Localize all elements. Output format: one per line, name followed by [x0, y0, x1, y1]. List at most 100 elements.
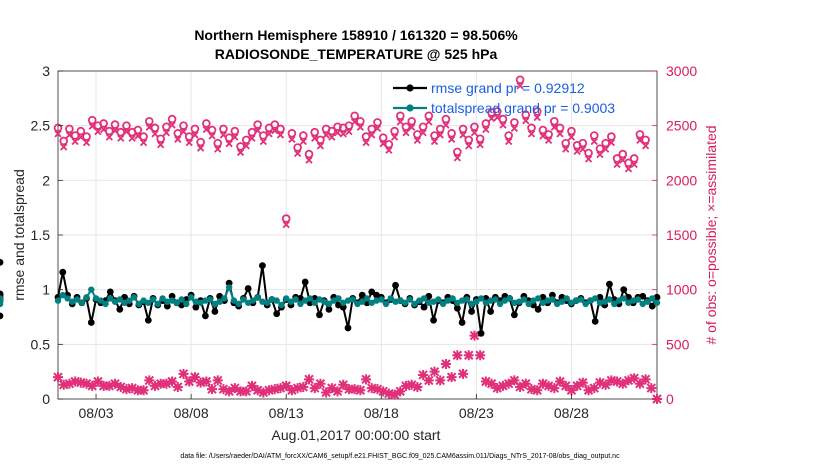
y-tick-label-right: 0: [666, 391, 674, 407]
obs_assimilated-point: [252, 385, 263, 396]
obs_possible-point: [470, 122, 479, 137]
obs_possible-point: [447, 129, 456, 143]
totalspread-point: [492, 296, 499, 303]
obs_assimilated-point: [452, 350, 463, 361]
x-tick-label: 08/03: [79, 405, 114, 421]
legend-spread-marker: [406, 104, 414, 112]
totalspread-point: [591, 295, 599, 302]
rmse-point: [648, 302, 656, 310]
obs_assimilated-point: [594, 377, 605, 388]
obs_assimilated-point: [383, 388, 394, 399]
obs_assimilated-point: [332, 386, 343, 397]
totalspread-point: [121, 299, 128, 306]
totalspread-point: [321, 298, 328, 305]
x-axis-label: Aug.01,2017 00:00:00 start: [272, 427, 441, 443]
rmse-point: [453, 304, 461, 312]
obs_possible-point: [367, 124, 377, 139]
obs_assimilated-point: [53, 372, 63, 383]
obs_possible-point: [356, 116, 365, 131]
obs_assimilated-point: [309, 383, 320, 394]
totalspread-point: [287, 298, 295, 305]
obs_assimilated-point: [321, 387, 332, 398]
obs_possible-point: [82, 132, 91, 147]
totalspread-point: [454, 299, 461, 306]
totalspread-point: [549, 296, 556, 303]
totalspread-point: [515, 298, 523, 305]
obs_possible-point: [601, 138, 610, 153]
y-tick-label-left: 3: [42, 63, 50, 79]
obs_possible-point: [521, 110, 531, 125]
obs_assimilated-point: [343, 384, 354, 395]
totalspread-point: [149, 296, 157, 303]
obs_assimilated-point: [286, 385, 297, 396]
obs_possible-point: [395, 111, 405, 126]
rmse-point: [59, 268, 67, 276]
obs_assimilated-point: [486, 378, 497, 389]
obs_possible-point: [247, 127, 257, 142]
obs_assimilated-point: [115, 381, 126, 392]
totalspread-point: [468, 300, 475, 308]
obs_possible-point: [510, 118, 519, 133]
obs_assimilated-point: [127, 383, 138, 394]
obs_assimilated-point: [138, 385, 149, 396]
totalspread-point: [525, 300, 532, 308]
obs_possible-point: [424, 111, 434, 126]
totalspread-point: [73, 296, 81, 303]
rmse-point: [116, 305, 124, 313]
totalspread-point: [263, 299, 271, 306]
y-tick-label-left: 0.5: [31, 336, 51, 352]
obs_possible-point: [105, 126, 114, 141]
obs_possible-point: [390, 126, 399, 141]
obs_possible-point: [304, 149, 314, 164]
totalspread-point: [444, 297, 452, 304]
data-marks: [0, 75, 662, 404]
chart-subtitle: RADIOSONDE_TEMPERATURE @ 525 hPa: [215, 46, 498, 62]
totalspread-point: [534, 295, 542, 302]
obs_assimilated-point: [492, 383, 503, 394]
obs_possible-point: [361, 132, 371, 147]
rmse-point: [420, 303, 428, 311]
rmse-point: [301, 278, 309, 286]
obs_possible-point: [190, 124, 200, 139]
obs_assimilated-point: [98, 380, 109, 391]
rmse-point: [344, 324, 352, 332]
obs_assimilated-point: [503, 378, 514, 389]
rmse-point: [316, 311, 323, 319]
obs_assimilated-point: [372, 384, 383, 395]
rmse-point: [392, 281, 399, 289]
obs_assimilated-point: [446, 372, 457, 383]
obs_assimilated-point: [264, 385, 275, 396]
obs_possible-point: [612, 154, 622, 169]
totalspread-point: [558, 298, 566, 305]
obs_possible-point: [384, 139, 394, 154]
obs_assimilated-point: [121, 384, 132, 395]
rmse-point: [0, 258, 4, 266]
obs_assimilated-point: [361, 374, 372, 385]
obs_assimilated-point: [195, 377, 206, 388]
y-tick-label-right: 1000: [666, 282, 697, 298]
obs_assimilated-point: [355, 385, 366, 396]
obs_possible-point: [373, 118, 382, 133]
y-tick-label-left: 1.5: [31, 227, 51, 243]
rmse-point: [106, 288, 114, 296]
y-tick-label-right: 2500: [666, 118, 697, 134]
totalspread-point: [340, 299, 347, 306]
totalspread-point: [644, 298, 651, 305]
totalspread-point: [354, 300, 361, 308]
totalspread-point: [116, 296, 124, 303]
totalspread-point: [420, 295, 428, 302]
obs_assimilated-point: [298, 381, 309, 392]
obs_assimilated-point: [229, 383, 240, 394]
obs_possible-point: [167, 114, 177, 129]
totalspread-point: [145, 299, 152, 306]
obs_assimilated-point: [104, 380, 115, 391]
totalspread-point: [107, 295, 114, 302]
rmse-point: [468, 308, 475, 315]
totalspread-point: [88, 286, 95, 293]
obs_assimilated-point: [70, 376, 81, 387]
obs_assimilated-point: [555, 376, 566, 387]
totalspread-point: [273, 297, 280, 304]
obs_possible-point: [276, 124, 285, 139]
totalspread-point: [159, 295, 166, 302]
obs_possible-point: [59, 136, 69, 151]
